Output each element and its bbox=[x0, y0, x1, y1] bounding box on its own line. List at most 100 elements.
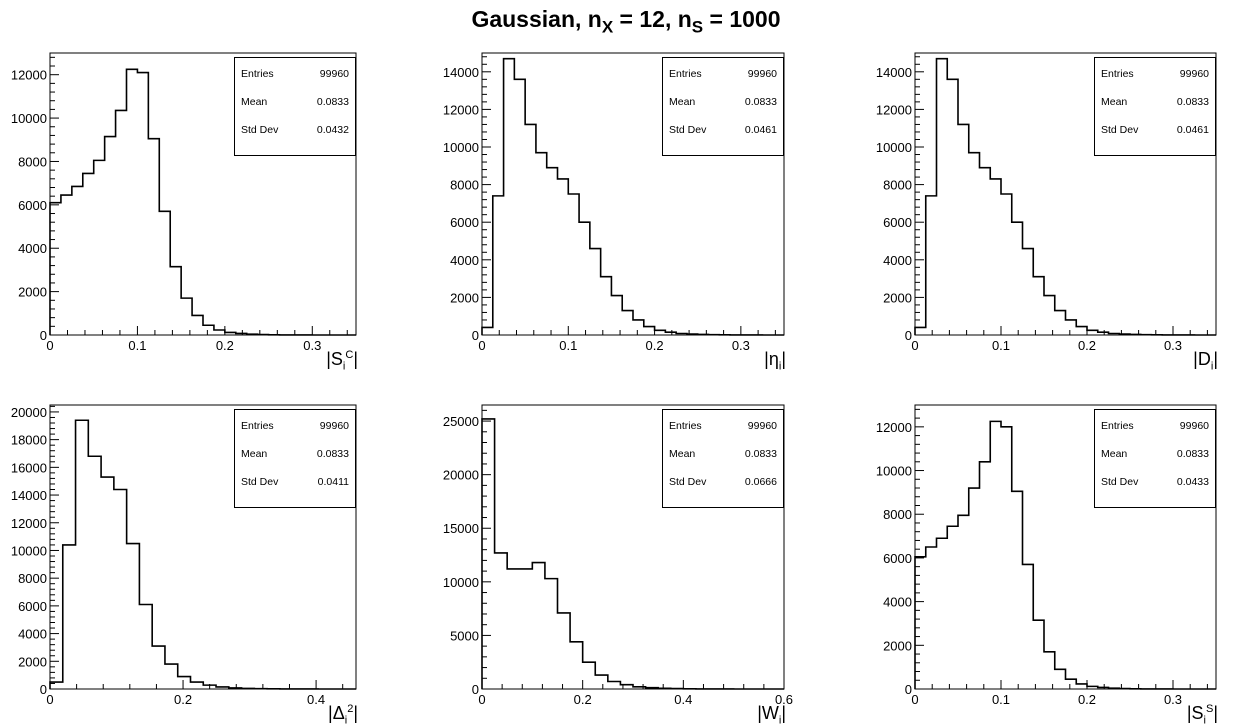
y-tick-label: 10000 bbox=[876, 140, 912, 155]
stats-box: Entries 99960 Mean 0.0833 Std Dev 0.0461 bbox=[1094, 57, 1216, 156]
histogram-line bbox=[49, 419, 356, 690]
plot-frame bbox=[481, 52, 785, 336]
title-text-1: Gaussian, n bbox=[471, 6, 602, 32]
stats-mean-value: 0.0833 bbox=[1176, 448, 1209, 460]
y-tick-label: 14000 bbox=[443, 65, 479, 80]
x-axis-label: |ηi| bbox=[764, 349, 786, 373]
x-axis-label-subscript: i bbox=[778, 714, 782, 727]
stats-mean-row: Mean 0.0833 bbox=[669, 448, 777, 460]
stats-std-dev-row: Std Dev 0.0411 bbox=[241, 476, 349, 488]
stats-mean-value: 0.0833 bbox=[1176, 96, 1209, 108]
y-tick-label: 20000 bbox=[443, 468, 479, 483]
stats-mean-label: Mean bbox=[1101, 448, 1128, 460]
y-tick-label: 25000 bbox=[443, 414, 479, 429]
x-tick-label: 0.3 bbox=[303, 338, 321, 353]
x-tick-label: 0.6 bbox=[775, 692, 793, 707]
stats-mean-row: Mean 0.0833 bbox=[241, 96, 349, 108]
stats-std-dev-value: 0.0461 bbox=[1176, 124, 1209, 136]
y-tick-label: 15000 bbox=[443, 521, 479, 536]
stats-box: Entries 99960 Mean 0.0833 Std Dev 0.0432 bbox=[234, 57, 356, 156]
stats-box: Entries 99960 Mean 0.0833 Std Dev 0.0461 bbox=[662, 57, 784, 156]
stats-entries-value: 99960 bbox=[1179, 420, 1209, 432]
y-tick-label: 12000 bbox=[876, 420, 912, 435]
x-tick-label: 0 bbox=[46, 692, 53, 707]
x-axis-label: |Wi| bbox=[757, 703, 786, 727]
y-tick-label: 0 bbox=[905, 328, 912, 343]
y-tick-label: 8000 bbox=[883, 507, 912, 522]
x-tick-label: 0 bbox=[478, 692, 485, 707]
x-axis-label-superscript: C bbox=[345, 349, 354, 361]
x-tick-label: 0.2 bbox=[646, 338, 664, 353]
x-axis-label-base: |S bbox=[326, 349, 343, 369]
y-tick-label: 8000 bbox=[18, 154, 47, 169]
y-tick-label: 2000 bbox=[883, 290, 912, 305]
x-axis-label-end: | bbox=[781, 703, 786, 723]
x-tick-label: 0.3 bbox=[1164, 338, 1182, 353]
y-tick-label: 12000 bbox=[11, 516, 47, 531]
stats-std-dev-row: Std Dev 0.0461 bbox=[669, 124, 777, 136]
x-axis-label-subscript: i bbox=[778, 360, 782, 373]
histogram-line bbox=[481, 418, 784, 690]
stats-std-dev-row: Std Dev 0.0461 bbox=[1101, 124, 1209, 136]
x-tick-label: 0 bbox=[911, 692, 918, 707]
stats-std-dev-row: Std Dev 0.0432 bbox=[241, 124, 349, 136]
x-tick-label: 0.1 bbox=[992, 692, 1010, 707]
y-tick-label: 16000 bbox=[11, 460, 47, 475]
stats-std-dev-label: Std Dev bbox=[669, 124, 707, 136]
stats-entries-label: Entries bbox=[1101, 68, 1134, 80]
x-tick-label: 0.3 bbox=[1164, 692, 1182, 707]
y-tick-label: 4000 bbox=[883, 253, 912, 268]
x-axis-label-subscript: i bbox=[342, 360, 346, 373]
y-tick-label: 0 bbox=[40, 682, 47, 697]
stats-entries-row: Entries 99960 bbox=[241, 68, 349, 80]
x-axis-label-superscript: 2 bbox=[347, 703, 354, 715]
x-axis-label-base: |W bbox=[757, 703, 779, 723]
histogram-line bbox=[481, 57, 784, 336]
y-tick-label: 4000 bbox=[450, 253, 479, 268]
stats-entries-value: 99960 bbox=[747, 420, 777, 432]
x-tick-label: 0.3 bbox=[732, 338, 750, 353]
stats-std-dev-label: Std Dev bbox=[241, 124, 279, 136]
y-tick-label: 20000 bbox=[11, 405, 47, 420]
y-tick-label: 8000 bbox=[450, 178, 479, 193]
stats-std-dev-label: Std Dev bbox=[669, 476, 707, 488]
stats-mean-label: Mean bbox=[669, 448, 696, 460]
y-tick-label: 8000 bbox=[18, 571, 47, 586]
x-axis-label-end: | bbox=[1213, 703, 1218, 723]
y-tick-label: 10000 bbox=[876, 464, 912, 479]
y-tick-label: 18000 bbox=[11, 433, 47, 448]
x-axis-label-end: | bbox=[353, 349, 358, 369]
x-tick-label: 0.2 bbox=[1078, 692, 1096, 707]
stats-mean-value: 0.0833 bbox=[316, 448, 349, 460]
stats-entries-row: Entries 99960 bbox=[669, 68, 777, 80]
title-subscript-1: X bbox=[601, 17, 614, 37]
stats-std-dev-row: Std Dev 0.0433 bbox=[1101, 476, 1209, 488]
stats-entries-value: 99960 bbox=[747, 68, 777, 80]
stats-std-dev-label: Std Dev bbox=[1101, 124, 1139, 136]
x-axis-label-end: | bbox=[1213, 349, 1218, 369]
stats-mean-value: 0.0833 bbox=[316, 96, 349, 108]
stats-entries-label: Entries bbox=[669, 420, 702, 432]
x-tick-label: 0.2 bbox=[574, 692, 592, 707]
x-axis-label: |SiC| bbox=[326, 349, 358, 373]
y-tick-label: 8000 bbox=[883, 178, 912, 193]
stats-entries-row: Entries 99960 bbox=[1101, 68, 1209, 80]
plot-frame bbox=[914, 52, 1217, 336]
y-tick-label: 0 bbox=[472, 682, 479, 697]
x-tick-label: 0 bbox=[46, 338, 53, 353]
x-tick-label: 0.2 bbox=[1078, 338, 1096, 353]
x-axis-label-subscript: i bbox=[1203, 714, 1206, 727]
x-tick-label: 0.4 bbox=[307, 692, 325, 707]
stats-mean-label: Mean bbox=[669, 96, 696, 108]
x-axis-label-subscript: i bbox=[344, 714, 348, 727]
stats-std-dev-label: Std Dev bbox=[1101, 476, 1139, 488]
stats-box: Entries 99960 Mean 0.0833 Std Dev 0.0411 bbox=[234, 409, 356, 508]
stats-mean-row: Mean 0.0833 bbox=[669, 96, 777, 108]
stats-entries-value: 99960 bbox=[319, 68, 349, 80]
stats-mean-row: Mean 0.0833 bbox=[241, 448, 349, 460]
stats-mean-value: 0.0833 bbox=[744, 96, 777, 108]
stats-std-dev-label: Std Dev bbox=[241, 476, 279, 488]
y-tick-label: 6000 bbox=[18, 198, 47, 213]
y-tick-label: 2000 bbox=[18, 285, 47, 300]
stats-mean-label: Mean bbox=[241, 96, 268, 108]
